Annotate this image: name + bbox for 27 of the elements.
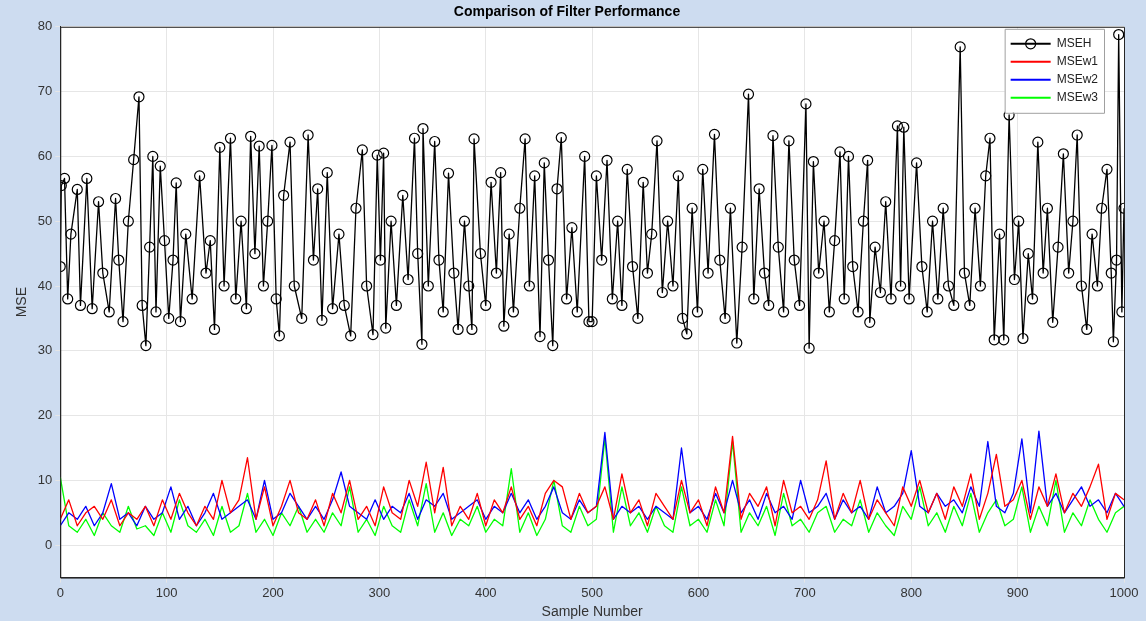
x-tick-label: 400	[474, 584, 497, 600]
y-tick-label: 0	[45, 536, 53, 552]
x-tick-label: 600	[687, 584, 710, 600]
y-tick-label: 70	[37, 83, 53, 99]
y-tick-label: 30	[37, 342, 53, 358]
x-tick-label: 800	[900, 584, 923, 600]
x-tick-label: 500	[581, 584, 603, 600]
x-tick-label: 300	[368, 584, 391, 600]
legend-label: MSEw2	[1056, 72, 1099, 87]
y-tick-label: 10	[37, 471, 53, 487]
y-tick-label: 80	[37, 18, 53, 34]
x-tick-label: 0	[56, 584, 64, 600]
y-axis-title: MSE	[13, 287, 30, 318]
x-axis-title: Sample Number	[541, 603, 644, 620]
chart-title: Comparison of Filter Performance	[453, 3, 681, 20]
x-tick-label: 1000	[1109, 584, 1139, 600]
y-tick-label: 40	[37, 277, 53, 293]
legend-label: MSEw3	[1056, 90, 1099, 105]
x-tick-label: 700	[794, 584, 816, 600]
x-tick-label: 900	[1006, 584, 1029, 600]
y-tick-label: 50	[37, 212, 53, 228]
x-tick-label: 100	[155, 584, 178, 600]
legend-label: MSEH	[1056, 36, 1092, 51]
legend-label: MSEw1	[1056, 54, 1099, 69]
y-tick-label: 20	[37, 407, 53, 423]
x-tick-label: 200	[262, 584, 284, 600]
y-tick-label: 60	[37, 147, 53, 163]
